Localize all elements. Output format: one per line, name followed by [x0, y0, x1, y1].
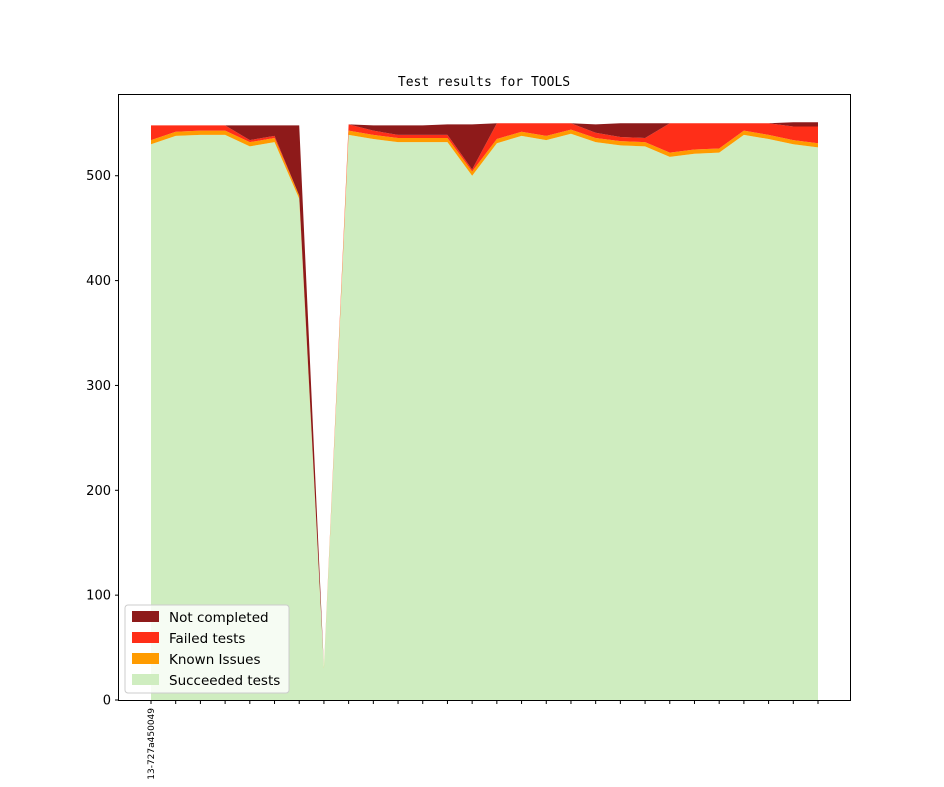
legend-swatch-succeeded-tests — [132, 674, 159, 685]
y-tick-label: 200 — [86, 484, 111, 499]
x-tick-label: 13-727a450049 — [147, 708, 157, 780]
legend-swatch-known-issues — [132, 653, 159, 664]
plot-frame — [118, 94, 851, 701]
legend-label-failed-tests: Failed tests — [169, 631, 245, 647]
y-tick-label: 400 — [86, 274, 111, 289]
y-tick-label: 0 — [103, 694, 111, 709]
legend-swatch-failed-tests — [132, 632, 159, 643]
stacked-areas — [151, 122, 818, 701]
legend-label-succeeded-tests: Succeeded tests — [169, 673, 280, 689]
y-tick-label: 500 — [86, 169, 111, 184]
legend-label-not-completed: Not completed — [169, 610, 269, 626]
legend-box — [124, 604, 290, 694]
chart-title: Test results for TOOLS — [398, 75, 570, 90]
area-succeeded-tests — [151, 133, 818, 701]
y-tick-label: 300 — [86, 379, 111, 394]
x-axis: 13-727a450049 — [147, 700, 819, 780]
legend-swatch-not-completed — [132, 611, 159, 622]
y-axis: 0 100 200 300 400 500 — [86, 169, 119, 709]
y-tick-label: 100 — [86, 589, 111, 604]
legend-label-known-issues: Known Issues — [169, 652, 261, 668]
legend: Not completed Failed tests Known Issues Suc… — [124, 604, 290, 694]
